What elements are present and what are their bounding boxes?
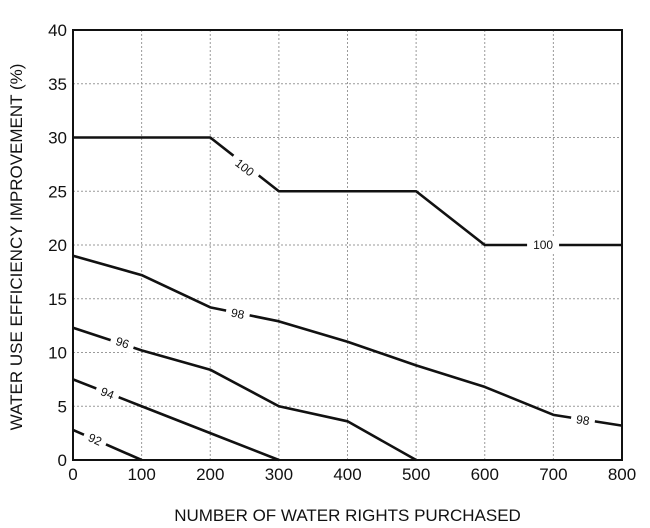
y-tick-label: 30 bbox=[48, 129, 67, 148]
contour-label-text: 98 bbox=[230, 306, 246, 322]
x-tick-label: 800 bbox=[608, 465, 636, 484]
y-tick-label: 5 bbox=[58, 397, 67, 416]
contour-label-text: 98 bbox=[575, 412, 591, 428]
contour-label-text: 96 bbox=[114, 334, 131, 352]
contour-label-98: 98 bbox=[224, 303, 252, 325]
y-tick-labels: 0 5 10 15 20 25 30 35 40 bbox=[48, 21, 67, 470]
x-tick-label: 300 bbox=[265, 465, 293, 484]
x-tick-label: 700 bbox=[539, 465, 567, 484]
contour-label-92: 92 bbox=[80, 427, 110, 452]
x-tick-label: 200 bbox=[196, 465, 224, 484]
x-tick-label: 600 bbox=[471, 465, 499, 484]
y-tick-label: 35 bbox=[48, 75, 67, 94]
y-tick-label: 0 bbox=[58, 451, 67, 470]
contour-label-gap bbox=[224, 303, 252, 325]
contour-label-text: 94 bbox=[99, 384, 117, 402]
contour-label-text: 100 bbox=[533, 238, 553, 252]
contour-label-gap bbox=[527, 237, 560, 253]
y-tick-label: 25 bbox=[48, 182, 67, 201]
contour-line-92 bbox=[72, 428, 143, 462]
x-tick-label: 0 bbox=[68, 465, 77, 484]
x-axis-label: NUMBER OF WATER RIGHTS PURCHASED bbox=[174, 506, 521, 525]
y-tick-label: 10 bbox=[48, 344, 67, 363]
x-tick-label: 500 bbox=[402, 465, 430, 484]
x-tick-label: 400 bbox=[333, 465, 361, 484]
y-axis-label: WATER USE EFFICIENCY IMPROVEMENT (%) bbox=[7, 64, 26, 431]
contour-label-gap bbox=[80, 427, 110, 452]
contour-label-gap bbox=[569, 410, 596, 430]
contour-label-gap bbox=[227, 151, 263, 184]
contour-label-gap bbox=[93, 381, 122, 406]
contour-label-gap bbox=[108, 331, 137, 355]
x-tick-labels: 0 100 200 300 400 500 600 700 800 bbox=[68, 465, 636, 484]
contour-label-96: 96 bbox=[108, 331, 137, 355]
contour-label-94: 94 bbox=[93, 381, 122, 406]
y-tick-label: 40 bbox=[48, 21, 67, 40]
x-tick-label: 100 bbox=[127, 465, 155, 484]
plot-frame bbox=[72, 29, 623, 461]
y-tick-label: 20 bbox=[48, 236, 67, 255]
contour-line-100 bbox=[73, 136, 622, 247]
contour-line-98 bbox=[72, 254, 623, 427]
contour-label-text: 92 bbox=[86, 430, 104, 448]
contour-label-98: 98 bbox=[569, 410, 596, 430]
contour-label-100: 100 bbox=[527, 237, 560, 253]
y-tick-label: 15 bbox=[48, 290, 67, 309]
